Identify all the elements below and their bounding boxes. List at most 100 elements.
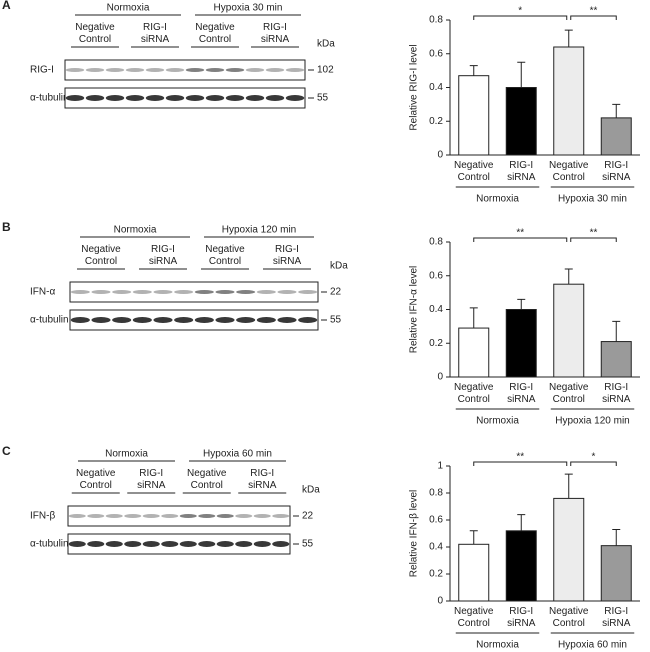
- blot-band: [179, 541, 197, 547]
- error-bar: [564, 473, 573, 499]
- blot-band: [125, 95, 145, 101]
- error-bar: [564, 268, 573, 285]
- blot-band: [105, 514, 123, 518]
- blot-band: [112, 290, 132, 294]
- blot-band: [225, 95, 245, 101]
- y-tick-label: 0.6: [429, 270, 443, 281]
- blot-band: [142, 541, 160, 547]
- group-label: Normoxia: [476, 194, 519, 205]
- blot-band: [124, 541, 142, 547]
- blot-band: [185, 68, 205, 72]
- error-bar: [517, 61, 526, 88]
- blot-band: [87, 541, 105, 547]
- bar: [458, 327, 490, 378]
- x-tick-label: Negative Control: [549, 160, 589, 183]
- blot-band: [174, 317, 194, 323]
- y-tick-label: 0.2: [429, 338, 443, 349]
- blot-band: [198, 514, 216, 518]
- significance-bracket: [473, 461, 568, 466]
- x-tick-label: Negative Control: [454, 160, 494, 183]
- blot-band: [145, 68, 165, 72]
- blot-band: [87, 514, 105, 518]
- bar: [600, 341, 632, 378]
- molecular-weight: 55: [302, 539, 314, 550]
- x-tick-label: Negative Control: [454, 382, 494, 405]
- lane-label: Negative Control: [75, 22, 115, 45]
- lane-label: Negative Control: [76, 468, 116, 491]
- bar: [505, 87, 537, 156]
- blot-band: [65, 95, 85, 101]
- significance-bracket: [570, 15, 617, 20]
- unit-label: kDa: [330, 261, 348, 272]
- blot-band: [124, 514, 142, 518]
- x-tick-label: RIG-I siRNA: [507, 382, 536, 405]
- blot-band: [298, 317, 318, 323]
- error-bar: [564, 29, 573, 47]
- x-tick-label: Negative Control: [549, 382, 589, 405]
- blot-band: [70, 290, 90, 294]
- blot-band: [198, 541, 216, 547]
- blot-band: [256, 290, 276, 294]
- blot-band: [145, 95, 165, 101]
- group-label: Hypoxia 120 min: [555, 416, 629, 427]
- significance-mark: *: [592, 452, 596, 463]
- blot-band: [215, 317, 235, 323]
- blot-band: [235, 541, 253, 547]
- panel-letter: A: [2, 0, 11, 12]
- blot-band: [105, 541, 123, 547]
- blot-band: [285, 95, 305, 101]
- blot-band: [165, 95, 185, 101]
- bar: [458, 543, 490, 602]
- blot-group: Hypoxia 120 min: [222, 225, 296, 236]
- blot-band: [68, 541, 86, 547]
- blot-band: [236, 290, 256, 294]
- significance-bracket: [473, 15, 568, 20]
- group-label: Hypoxia 30 min: [558, 194, 627, 205]
- significance-mark: **: [590, 228, 598, 239]
- y-tick-label: 0.8: [429, 237, 443, 248]
- bar: [553, 283, 585, 378]
- blot-band: [68, 514, 86, 518]
- bar: [553, 46, 585, 156]
- blot-group: Normoxia: [105, 449, 148, 460]
- blot-band: [265, 95, 285, 101]
- blot-band: [194, 317, 214, 323]
- molecular-weight: 102: [317, 65, 334, 76]
- group-label: Normoxia: [476, 416, 519, 427]
- blot-band: [256, 317, 276, 323]
- molecular-weight: 55: [317, 93, 329, 104]
- blot-band: [194, 290, 214, 294]
- y-tick-label: 0.8: [429, 15, 443, 26]
- blot-band: [205, 68, 225, 72]
- blot-band: [216, 514, 234, 518]
- blot-band: [132, 317, 152, 323]
- y-tick-label: 0.6: [429, 515, 443, 526]
- blot-band: [235, 514, 253, 518]
- blot-band: [253, 541, 271, 547]
- lane-label: RIG-I siRNA: [261, 22, 290, 45]
- error-bar: [469, 307, 478, 329]
- blot-group: Hypoxia 60 min: [203, 449, 272, 460]
- lane-label: Negative Control: [187, 468, 227, 491]
- x-tick-label: RIG-I siRNA: [602, 606, 631, 629]
- blot-band: [277, 317, 297, 323]
- y-tick-label: 0: [437, 596, 443, 607]
- y-tick-label: 0.8: [429, 488, 443, 499]
- error-bar: [469, 530, 478, 545]
- blot-band: [272, 514, 290, 518]
- blot-band: [105, 95, 125, 101]
- bar: [600, 545, 632, 602]
- blot-band: [85, 95, 105, 101]
- bar: [505, 309, 537, 378]
- significance-bracket: [570, 237, 617, 242]
- blot-box: [67, 533, 291, 555]
- blot-band: [161, 541, 179, 547]
- blot-band: [132, 290, 152, 294]
- error-bar: [612, 320, 621, 342]
- molecular-weight: 22: [302, 511, 314, 522]
- blot-band: [105, 68, 125, 72]
- error-bar: [612, 103, 621, 118]
- significance-mark: **: [516, 228, 524, 239]
- y-tick-label: 1: [437, 461, 443, 472]
